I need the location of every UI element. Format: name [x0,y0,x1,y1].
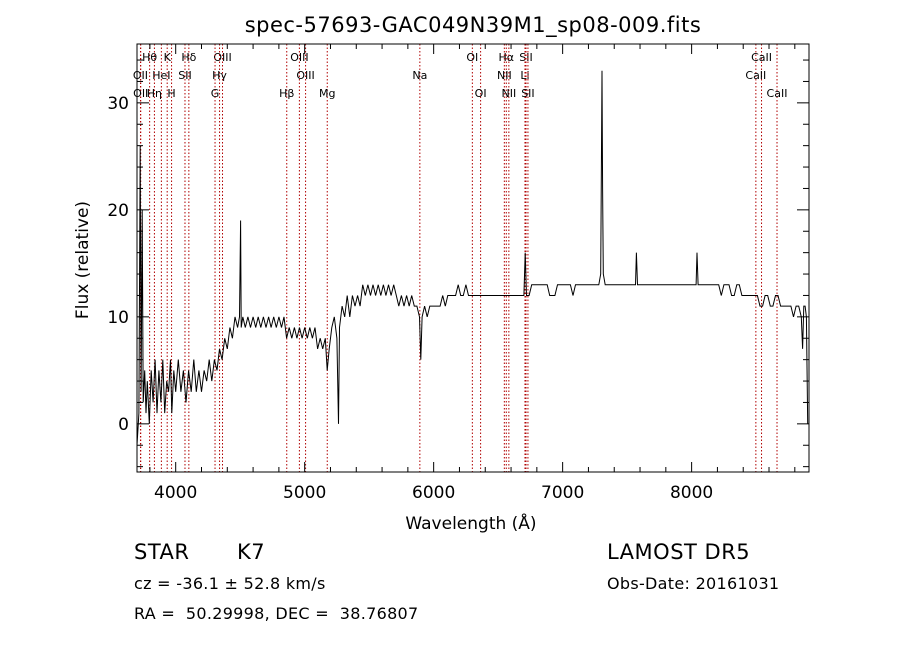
survey-name: LAMOST DR5 [607,540,751,564]
line-marker-label: G [211,87,220,100]
obs-date-text: Obs-Date: 20161031 [607,574,780,593]
line-marker-label: Hα [499,51,515,64]
line-marker-label: Hθ [142,51,157,64]
spectrum-line [136,70,809,446]
line-marker-label: OI [466,51,478,64]
line-marker-label: SII [519,51,532,64]
line-marker-label: Hβ [279,87,294,100]
line-marker-label: OIII [213,51,231,64]
x-tick-label: 6000 [412,483,455,503]
line-marker-label: Hγ [212,69,227,82]
line-marker-label: NII [501,87,516,100]
x-tick-label: 4000 [154,483,197,503]
line-marker-label: Hη [147,87,162,100]
plot-frame [136,43,810,473]
axis-ticks [137,44,809,472]
axis-tick-labels: 4000 5000 6000 7000 8000 0 10 20 30 [107,94,713,503]
line-marker-label: Li [520,69,529,82]
line-marker-label: Mg [319,87,335,100]
line-marker-label: CaII [745,69,766,82]
line-marker-label: NII [497,69,512,82]
line-marker-label: HeI [152,69,170,82]
y-tick-label: 30 [107,94,129,114]
x-tick-label: 8000 [670,483,713,503]
object-class: STAR [134,540,190,564]
line-marker-label: SII [178,69,191,82]
line-marker-label: K [164,51,172,64]
redshift-text: cz = -36.1 ± 52.8 km/s [134,574,326,593]
x-axis-label: Wavelength (Å) [405,512,536,534]
line-marker-label: OI [475,87,487,100]
line-marker-label: H [167,87,175,100]
y-tick-label: 20 [107,201,129,221]
line-marker-label: Na [412,69,427,82]
y-tick-label: 10 [107,308,129,328]
line-marker-label: Hδ [181,51,196,64]
line-marker-label: CaII [767,87,788,100]
spectrum-series [136,70,809,446]
y-tick-label: 0 [118,415,129,435]
x-tick-label: 5000 [283,483,326,503]
object-subclass: K7 [237,540,266,564]
coordinates-text: RA = 50.29998, DEC = 38.76807 [134,604,419,623]
line-marker-label: SII [521,87,534,100]
line-marker-label: OIII [296,69,314,82]
line-marker-label: CaII [751,51,772,64]
line-marker-label: OIII [290,51,308,64]
y-axis-label: Flux (relative) [73,201,93,319]
chart-title: spec-57693-GAC049N39M1_sp08-009.fits [245,13,702,38]
x-tick-label: 7000 [541,483,584,503]
